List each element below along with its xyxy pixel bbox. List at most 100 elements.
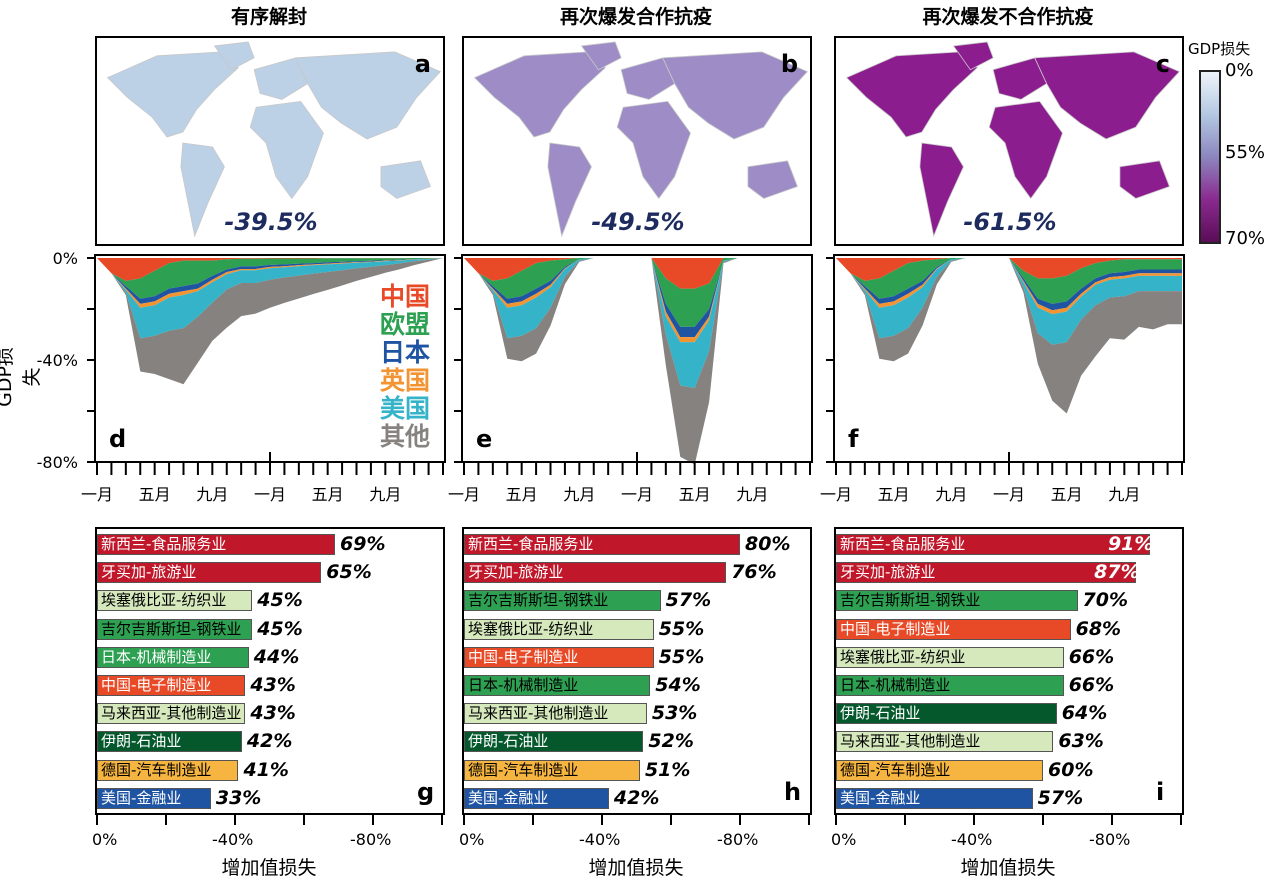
bar-value: 80% [745,533,791,555]
map-panel-b: b -49.5% [462,36,812,246]
bar: 中国-电子制造业 [464,646,654,668]
x-tick [463,815,465,825]
area-欧盟 [97,258,443,299]
map-region [662,51,809,140]
bar-value: 91% [1107,533,1154,555]
panel-letter: g [417,778,435,806]
bar-value: 55% [658,617,705,640]
bar-value: 87% [1094,561,1140,584]
panel-letter: b [780,50,798,78]
y-tick-label: 0% [53,249,78,268]
map-panel-a: a -39.5% [95,36,445,246]
bar: 牙买加-旅游业 [464,562,727,584]
bar-value: 43% [250,674,296,696]
bar: 牙买加-旅游业 [836,562,1137,584]
bar: 埃塞俄比亚-纺织业 [464,618,654,640]
bar: 吉尔吉斯斯坦-钢铁业 [464,590,661,612]
x-tick [96,815,98,825]
x-tick-label: 九月 [563,485,595,504]
bar: 新西兰-食品服务业 [97,534,336,555]
bar: 德国-汽车制造业 [836,759,1043,781]
x-tick [303,815,305,825]
bar: 日本-机械制造业 [97,646,249,668]
bar: 伊朗-石油业 [464,731,644,753]
bar-value: 68% [1075,617,1122,640]
y-tick-label: -40% [37,351,78,370]
bar-panel-i [834,527,1184,815]
x-tick-label: 五月 [139,485,171,504]
bar-value: 64% [1061,702,1108,725]
bar: 新西兰-食品服务业 [464,534,740,555]
bar-value: 42% [246,730,293,753]
x-tick [835,815,837,825]
x-tick-label: 九月 [369,485,401,504]
bar-value: 43% [250,702,296,725]
x-tick-label: -40% [212,830,254,849]
panel-letter: e [476,425,492,453]
bar: 埃塞俄比亚-纺织业 [97,590,253,612]
map-region [547,142,592,238]
x-tick-label: 五月 [1051,485,1083,504]
map-region [380,160,431,199]
global-gdp-loss: -49.5% [591,208,685,236]
bar-panel-h [462,527,812,815]
bar-value: 33% [215,786,262,809]
x-tick [532,815,534,825]
area-其他 [836,258,1182,414]
x-tick [904,815,906,825]
bar-value: 66% [1068,645,1115,668]
x-tick-label: 五月 [312,485,344,504]
map-region [473,51,606,138]
x-tick [234,815,236,825]
bar: 日本-机械制造业 [464,675,651,696]
map-region [919,142,964,238]
bar-value: 55% [658,645,705,668]
bar-value: 70% [1082,589,1128,612]
bar: 美国-金融业 [836,787,1033,809]
y-tick-label: -80% [37,453,78,472]
bar-value: 44% [253,645,300,668]
x-axis-label: 增加值损失 [960,857,1056,879]
legend-entry: 欧盟 [380,310,430,339]
x-tick-label: 0% [92,830,118,849]
bar: 马来西亚-其他制造业 [836,731,1054,753]
bar: 伊朗-石油业 [97,731,242,753]
x-tick-label: 五月 [679,485,711,504]
map-region [1034,51,1181,140]
bar-value: 69% [340,533,386,555]
x-tick [1042,815,1044,825]
x-tick-label: 0% [831,830,857,849]
map-region [616,100,691,200]
bar-value: 45% [257,617,303,640]
x-tick-label: -80% [717,830,759,849]
x-tick [739,815,741,825]
map-region [180,142,225,238]
x-tick-label: 九月 [196,485,228,504]
x-tick-label: -80% [1089,830,1131,849]
bar-value: 63% [1058,730,1104,753]
map-region [580,41,622,71]
map-region [747,160,798,199]
bar: 吉尔吉斯斯坦-钢铁业 [836,590,1078,612]
map-region [620,57,676,100]
x-tick-label: 一月 [81,485,113,504]
x-tick-label: 一月 [621,485,653,504]
colorbar [1199,70,1221,244]
x-tick [165,815,167,825]
x-tick [372,815,374,825]
area-美国 [464,258,810,388]
bar: 中国-电子制造业 [836,618,1071,640]
x-tick-label: 五月 [878,485,910,504]
map-region [988,100,1063,200]
global-gdp-loss: -61.5% [963,208,1057,236]
x-tick-label: 一月 [993,485,1025,504]
colorbar-tick: 55% [1225,142,1266,163]
bar-value: 57% [665,589,712,612]
panel-letter: h [784,778,802,806]
bar: 德国-汽车制造业 [464,759,640,781]
panel-letter: i [1156,778,1165,806]
bar-value: 45% [257,589,303,612]
map-region [249,100,324,200]
x-tick-label: 九月 [736,485,768,504]
area-美国 [836,258,1182,345]
